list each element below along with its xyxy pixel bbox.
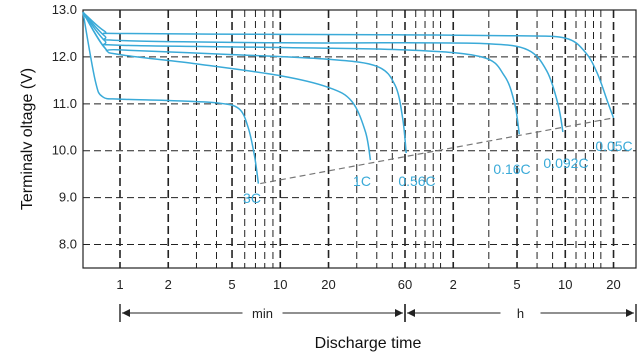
series-label-1C: 1C [353, 173, 371, 189]
series-line-0.092C [82, 11, 564, 133]
series-line-0.05C [82, 11, 615, 119]
series-line-0.56C [82, 11, 407, 154]
series-label-0.092C: 0.092C [543, 155, 588, 171]
x-tick-labels: 1 2 5 10 20 60 2 5 10 20 [116, 277, 620, 292]
series-label-0.16C: 0.16C [493, 161, 530, 177]
x-tick-label: 5 [228, 277, 235, 292]
x-tick-label: 60 [398, 277, 412, 292]
x-axis-title: Discharge time [315, 335, 422, 352]
range-label: min [252, 306, 273, 321]
range-arrowhead [122, 309, 130, 317]
x-tick-label: 1 [116, 277, 123, 292]
series-labels: 3C 1C 0.56C 0.16C 0.092C 0.05C [243, 138, 633, 206]
x-tick-label: 10 [273, 277, 287, 292]
y-tick-label: 10.0 [52, 143, 77, 158]
y-tick-label: 12.0 [52, 49, 77, 64]
y-tick-label: 8.0 [59, 237, 77, 252]
series-curves [82, 11, 615, 185]
y-tick-label: 9.0 [59, 190, 77, 205]
range-label: h [517, 306, 524, 321]
x-tick-label: 10 [558, 277, 572, 292]
x-tick-label: 2 [165, 277, 172, 292]
range-arrowhead [395, 309, 403, 317]
plot-frame [82, 9, 637, 269]
y-axis-title: Terminalv oltage (V) [19, 68, 36, 210]
series-label-0.56C: 0.56C [398, 173, 435, 189]
series-line-1C [82, 11, 372, 161]
series-label-3C: 3C [243, 190, 261, 206]
y-tick-labels: 8.0 9.0 10.0 11.0 12.0 13.0 [52, 2, 77, 252]
series-label-0.05C: 0.05C [595, 138, 632, 154]
range-brackets: min h [119, 304, 637, 322]
series-line-0.16C [82, 11, 521, 135]
y-tick-label: 11.0 [53, 96, 77, 111]
range-arrowhead [626, 309, 634, 317]
x-tick-label: 2 [450, 277, 457, 292]
x-tick-label: 5 [513, 277, 520, 292]
x-tick-label: 20 [321, 277, 335, 292]
range-arrowhead [407, 309, 415, 317]
series-line-3C [82, 12, 260, 184]
y-tick-label: 13.0 [52, 2, 77, 17]
x-tick-label: 20 [606, 277, 620, 292]
